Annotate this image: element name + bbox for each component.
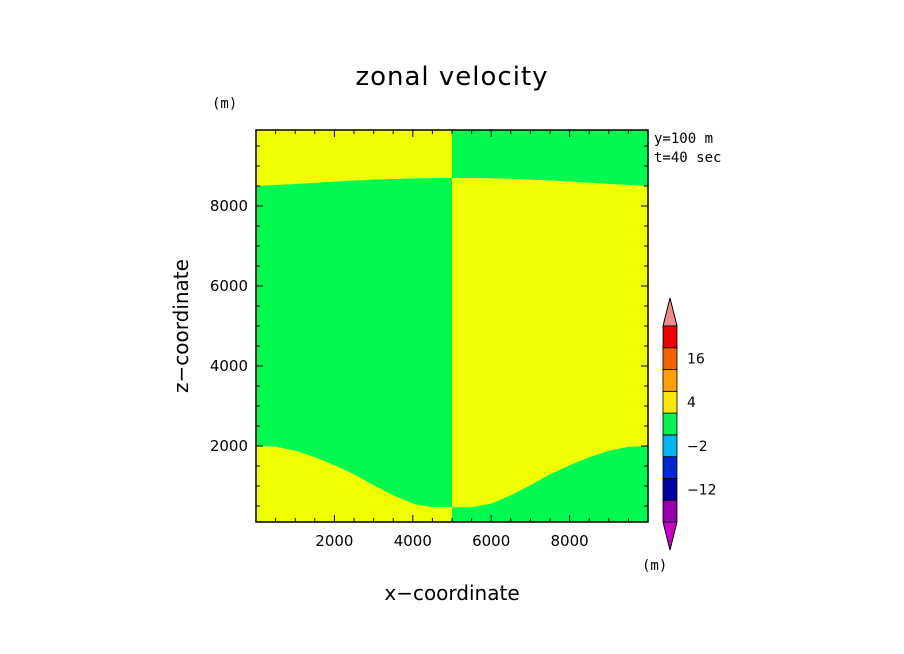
x-tick-label: 2000 xyxy=(315,532,353,550)
colorbar-box xyxy=(662,369,678,392)
region-left-top xyxy=(256,130,452,186)
colorbar-box xyxy=(662,478,678,501)
colorbar-box xyxy=(662,499,678,523)
y-tick-label: 8000 xyxy=(210,197,248,215)
y-axis-label: z−coordinate xyxy=(169,259,193,393)
colorbar-unit: (m) xyxy=(642,558,667,574)
x-tick-label: 6000 xyxy=(472,532,510,550)
annotation-t: t=40 sec xyxy=(654,150,721,166)
colorbar-box xyxy=(662,412,678,436)
y-tick-label: 6000 xyxy=(210,277,248,295)
x-tick-label: 4000 xyxy=(394,532,432,550)
plot-area xyxy=(255,129,649,523)
colorbar-tick-label: −2 xyxy=(687,439,708,455)
x-axis: 2000 4000 6000 8000 xyxy=(275,130,629,550)
x-axis-label: x−coordinate xyxy=(384,581,519,605)
colorbar-tick-label: −12 xyxy=(687,482,717,498)
colorbar-upper-extend xyxy=(662,297,678,327)
colorbar-box xyxy=(662,325,678,349)
colorbar-tick-label: 16 xyxy=(687,352,705,368)
annotation-y: y=100 m xyxy=(654,131,713,147)
chart-title: zonal velocity xyxy=(355,62,548,92)
y-axis: 2000 4000 6000 8000 xyxy=(210,145,648,507)
colorbar: 16 4 −2 −12 xyxy=(662,297,717,551)
y-tick-label: 4000 xyxy=(210,357,248,375)
region-left-bottom xyxy=(256,446,452,522)
colorbar-box xyxy=(662,456,678,479)
colorbar-tick-label: 4 xyxy=(687,395,696,411)
y-tick-label: 2000 xyxy=(210,437,248,455)
region-right-top xyxy=(452,130,648,186)
colorbar-lower-extend xyxy=(662,521,678,551)
y-axis-unit: (m) xyxy=(212,96,237,112)
colorbar-box xyxy=(662,347,678,370)
colorbar-box xyxy=(662,390,678,414)
x-tick-label: 8000 xyxy=(551,532,589,550)
region-right-bottom xyxy=(452,446,648,522)
region-left-middle xyxy=(256,178,452,508)
colorbar-box xyxy=(662,434,678,458)
region-right-middle xyxy=(452,178,648,508)
